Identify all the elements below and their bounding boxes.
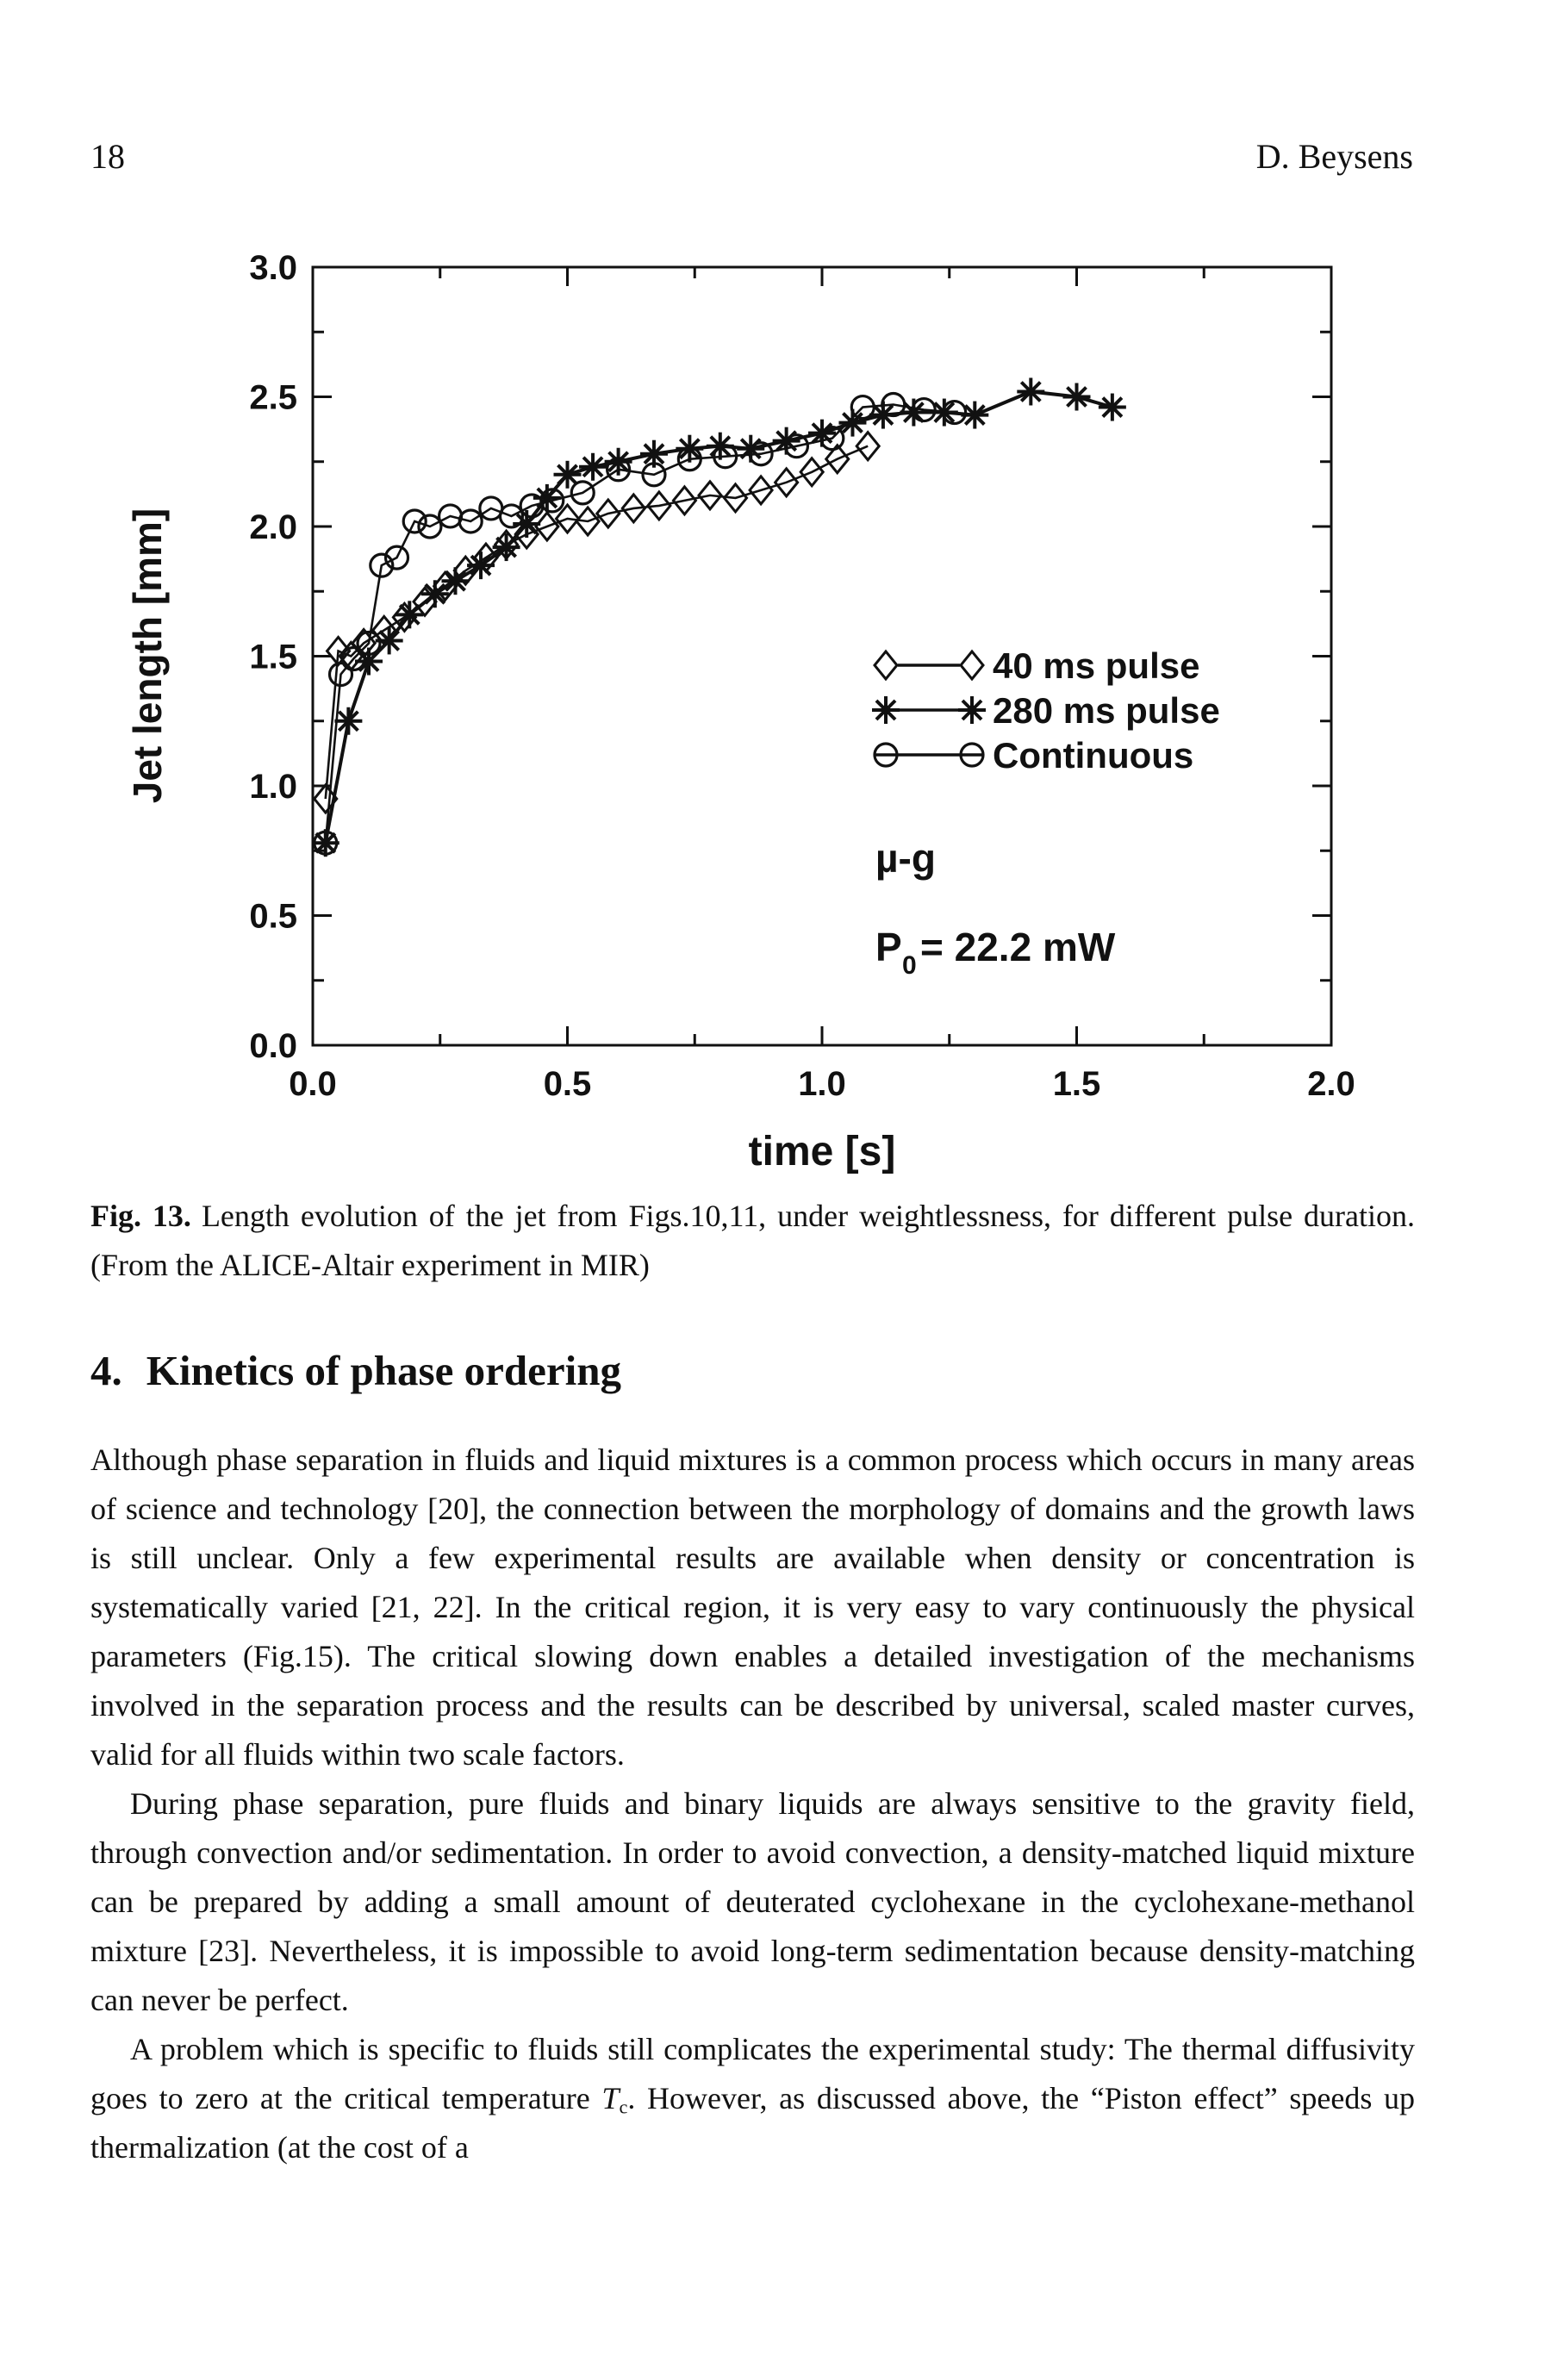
series-continuous — [313, 391, 968, 856]
svg-text:P: P — [875, 925, 902, 969]
figure-13-chart: 0.0 0.5 1.0 1.5 2.0 0.0 0.5 1.0 1.5 2.0 2.5 3.0 time… — [125, 249, 1355, 1174]
series-280-ms-pulse — [311, 377, 1126, 857]
svg-text:1.5: 1.5 — [1053, 1065, 1101, 1103]
svg-text:0: 0 — [902, 951, 917, 980]
svg-text:280 ms pulse: 280 ms pulse — [993, 690, 1220, 731]
critical-temperature-symbol: T — [601, 2081, 620, 2115]
svg-text:0.5: 0.5 — [249, 898, 297, 936]
series-40-ms-pulse — [312, 430, 881, 815]
svg-text:3.0: 3.0 — [249, 249, 297, 287]
body-text: Although phase separation in fluids and … — [90, 1436, 1415, 2172]
svg-text:1.5: 1.5 — [249, 639, 297, 676]
running-head: D. Beysens — [1255, 137, 1413, 176]
chart-tick-labels: 0.0 0.5 1.0 1.5 2.0 0.0 0.5 1.0 1.5 2.0 2.5 3.0 — [249, 249, 1355, 1103]
svg-text:= 22.2 mW: = 22.2 mW — [920, 925, 1116, 969]
svg-text:1.0: 1.0 — [249, 768, 297, 806]
svg-text:µ-g: µ-g — [875, 836, 936, 881]
paragraph-3-text: A problem which is specific to fluids st… — [90, 2032, 1415, 2115]
x-axis-title: time [s] — [749, 1129, 896, 1174]
svg-text:2.0: 2.0 — [1307, 1065, 1355, 1103]
svg-text:0.0: 0.0 — [289, 1065, 337, 1103]
annotation-microgravity: µ-g — [875, 836, 936, 881]
section-number: 4. — [90, 1347, 122, 1394]
chart-axes — [311, 265, 1333, 1047]
svg-text:Jet length [mm]: Jet length [mm] — [125, 508, 170, 803]
svg-text:0.0: 0.0 — [249, 1027, 297, 1065]
y-axis-title: Jet length [mm] — [125, 508, 170, 803]
svg-text:Continuous: Continuous — [993, 735, 1193, 776]
legend-entry-asterisk: 280 ms pulse — [872, 690, 1220, 731]
svg-text:0.5: 0.5 — [544, 1065, 592, 1103]
paragraph-2: During phase separation, pure fluids and… — [90, 1786, 1415, 2017]
section-heading: 4. Kinetics of phase ordering — [90, 1346, 1415, 1395]
section-title: Kinetics of phase ordering — [146, 1347, 621, 1394]
paragraph-3-text-end: . However, as discussed above, the “Pist… — [90, 2081, 1415, 2165]
figure-caption-label: Fig. 13. — [90, 1199, 191, 1233]
svg-text:40 ms pulse: 40 ms pulse — [993, 645, 1199, 686]
svg-text:2.5: 2.5 — [249, 379, 297, 417]
legend-entry-circle: Continuous — [873, 735, 1193, 776]
annotation-laser-power: P 0 = 22.2 mW — [875, 925, 1116, 980]
figure-caption: Fig. 13. Length evolution of the jet from… — [90, 1192, 1415, 1290]
critical-temperature-subscript: c — [619, 2096, 628, 2118]
page-number: 18 — [90, 137, 125, 176]
svg-text:time [s]: time [s] — [749, 1129, 896, 1174]
figure-caption-text: Length evolution of the jet from Figs.10… — [90, 1199, 1415, 1282]
paragraph-3: A problem which is specific to fluids st… — [90, 2025, 1415, 2172]
page-header: 18 D. Beysens — [90, 136, 1413, 177]
legend-entry-diamond: 40 ms pulse — [873, 645, 1199, 686]
svg-text:2.0: 2.0 — [249, 508, 297, 546]
paragraph-1: Although phase separation in fluids and … — [90, 1442, 1415, 1772]
svg-text:1.0: 1.0 — [798, 1065, 846, 1103]
